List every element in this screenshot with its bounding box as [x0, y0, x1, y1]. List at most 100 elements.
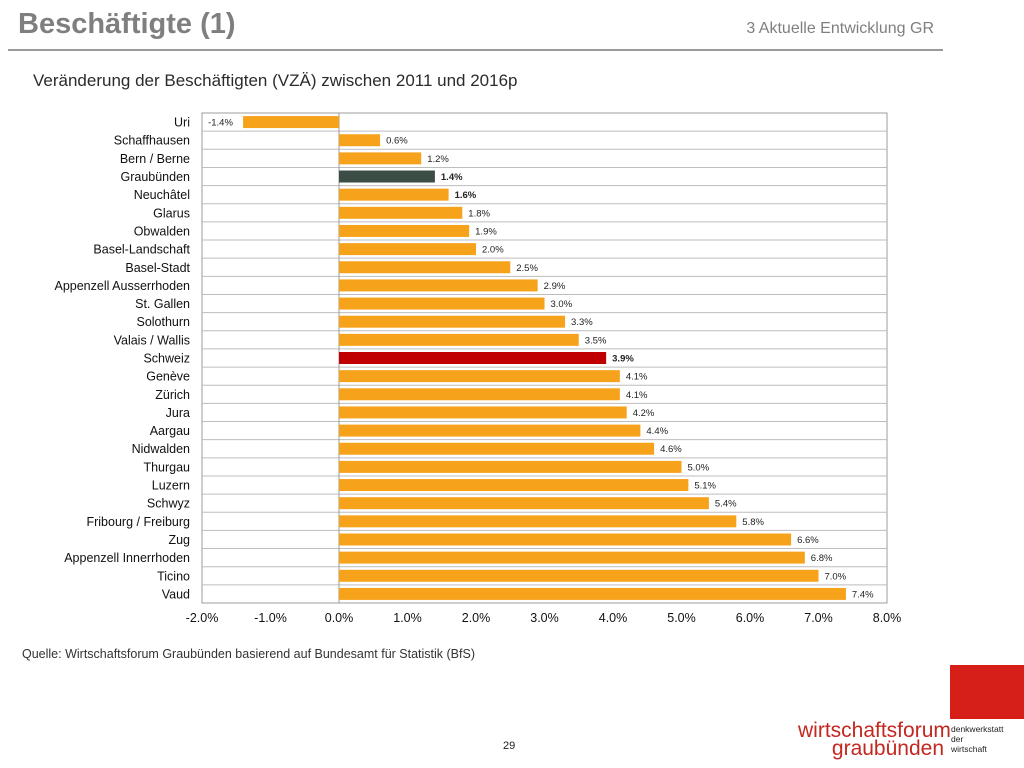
category-label: Solothurn — [136, 315, 190, 329]
category-label: Appenzell Innerrhoden — [64, 551, 190, 565]
category-label: Valais / Wallis — [114, 333, 190, 347]
value-label: 4.1% — [626, 372, 648, 383]
logo-red-square — [950, 665, 1024, 719]
bar — [339, 515, 737, 528]
bar — [339, 370, 620, 383]
value-label: 5.1% — [694, 481, 716, 492]
category-label: Schwyz — [147, 497, 190, 511]
bar — [339, 170, 435, 183]
bar — [339, 352, 607, 364]
bar-chart: Uri -1.4% Schaffhausen 0.6% Bern / Berne 1.2%… — [54, 112, 901, 625]
bar — [339, 587, 846, 600]
category-label: Obwalden — [134, 224, 190, 238]
page-title: Beschäftigte (1) — [18, 8, 236, 40]
value-label: 1.4% — [441, 172, 463, 183]
bar — [339, 497, 709, 510]
category-label: Basel-Landschaft — [93, 243, 190, 257]
x-tick-label: 5.0% — [667, 611, 696, 625]
value-label: 6.6% — [797, 535, 819, 546]
category-label: Glarus — [153, 206, 190, 220]
value-label: 5.4% — [715, 499, 737, 510]
x-tick-label: 1.0% — [393, 611, 422, 625]
category-label: Nidwalden — [132, 442, 190, 456]
value-label: 1.8% — [468, 208, 490, 219]
x-tick-label: 0.0% — [325, 611, 354, 625]
bar — [339, 424, 641, 437]
value-label: 1.6% — [455, 190, 477, 201]
category-label: Ticino — [157, 569, 190, 583]
value-label: 4.6% — [660, 444, 682, 455]
category-label: Zürich — [155, 388, 190, 402]
value-label: 2.9% — [544, 281, 566, 292]
section-label: 3 Aktuelle Entwicklung GR — [746, 20, 934, 37]
category-label: Basel-Stadt — [125, 261, 190, 275]
value-label: 3.3% — [571, 317, 593, 328]
logo-tagline: denkwerkstatt der wirtschaft — [951, 724, 1021, 754]
x-tick-label: 7.0% — [804, 611, 833, 625]
category-label: Zug — [168, 533, 190, 547]
logo-wordmark-line1: wirtschaftsforum — [798, 719, 951, 742]
x-tick-label: -2.0% — [186, 611, 219, 625]
category-label: St. Gallen — [135, 297, 190, 311]
category-label: Appenzell Ausserrhoden — [54, 279, 190, 293]
x-tick-label: 3.0% — [530, 611, 559, 625]
value-label: -1.4% — [208, 118, 233, 129]
bar — [339, 206, 463, 219]
value-label: 3.9% — [612, 354, 634, 365]
value-label: 1.9% — [475, 226, 497, 237]
x-tick-label: -1.0% — [254, 611, 287, 625]
bar — [339, 479, 689, 492]
bar — [339, 188, 449, 201]
bar — [339, 279, 538, 292]
category-label: Schweiz — [143, 352, 190, 366]
header-divider — [8, 49, 943, 51]
category-label: Genève — [146, 370, 190, 384]
logo-wordmark-line2: graubünden — [831, 737, 944, 760]
category-label: Jura — [166, 406, 190, 420]
bar — [339, 460, 682, 473]
logo-tagline-line2: der — [951, 734, 964, 744]
value-label: 7.0% — [825, 571, 847, 582]
x-tick-label: 4.0% — [599, 611, 628, 625]
value-label: 5.0% — [688, 462, 710, 473]
value-label: 2.0% — [482, 245, 504, 256]
page-number: 29 — [503, 740, 516, 752]
bar — [339, 224, 470, 237]
value-label: 4.4% — [646, 426, 668, 437]
category-label: Neuchâtel — [134, 188, 190, 202]
value-label: 1.2% — [427, 154, 449, 165]
bar — [339, 243, 476, 256]
value-label: 7.4% — [852, 589, 874, 600]
x-tick-label: 2.0% — [462, 611, 491, 625]
bar — [339, 569, 819, 582]
category-label: Bern / Berne — [120, 152, 190, 166]
bar — [339, 533, 792, 546]
bar — [339, 442, 655, 455]
value-label: 4.1% — [626, 390, 648, 401]
bar — [339, 261, 511, 274]
value-label: 3.0% — [551, 299, 573, 310]
value-label: 5.8% — [742, 517, 764, 528]
source-note: Quelle: Wirtschaftsforum Graubünden basi… — [22, 647, 475, 661]
bar — [339, 333, 579, 346]
bar — [339, 388, 620, 401]
category-label: Graubünden — [120, 170, 190, 184]
chart-title: Veränderung der Beschäftigten (VZÄ) zwis… — [33, 71, 518, 90]
plot-frame — [201, 112, 888, 604]
logo-tagline-line3: wirtschaft — [951, 744, 987, 754]
bar — [339, 315, 566, 328]
bar — [339, 134, 381, 147]
category-label: Aargau — [150, 424, 190, 438]
category-label: Luzern — [152, 479, 190, 493]
bar — [339, 551, 805, 564]
bar — [243, 116, 339, 129]
value-label: 2.5% — [516, 263, 538, 274]
x-tick-label: 6.0% — [736, 611, 765, 625]
value-label: 6.8% — [811, 553, 833, 564]
logo-tagline-line1: denkwerkstatt — [951, 724, 1004, 734]
category-label: Uri — [174, 116, 190, 130]
category-label: Schaffhausen — [114, 134, 190, 148]
bar — [339, 406, 627, 419]
category-label: Fribourg / Freiburg — [86, 515, 190, 529]
bar — [339, 152, 422, 165]
